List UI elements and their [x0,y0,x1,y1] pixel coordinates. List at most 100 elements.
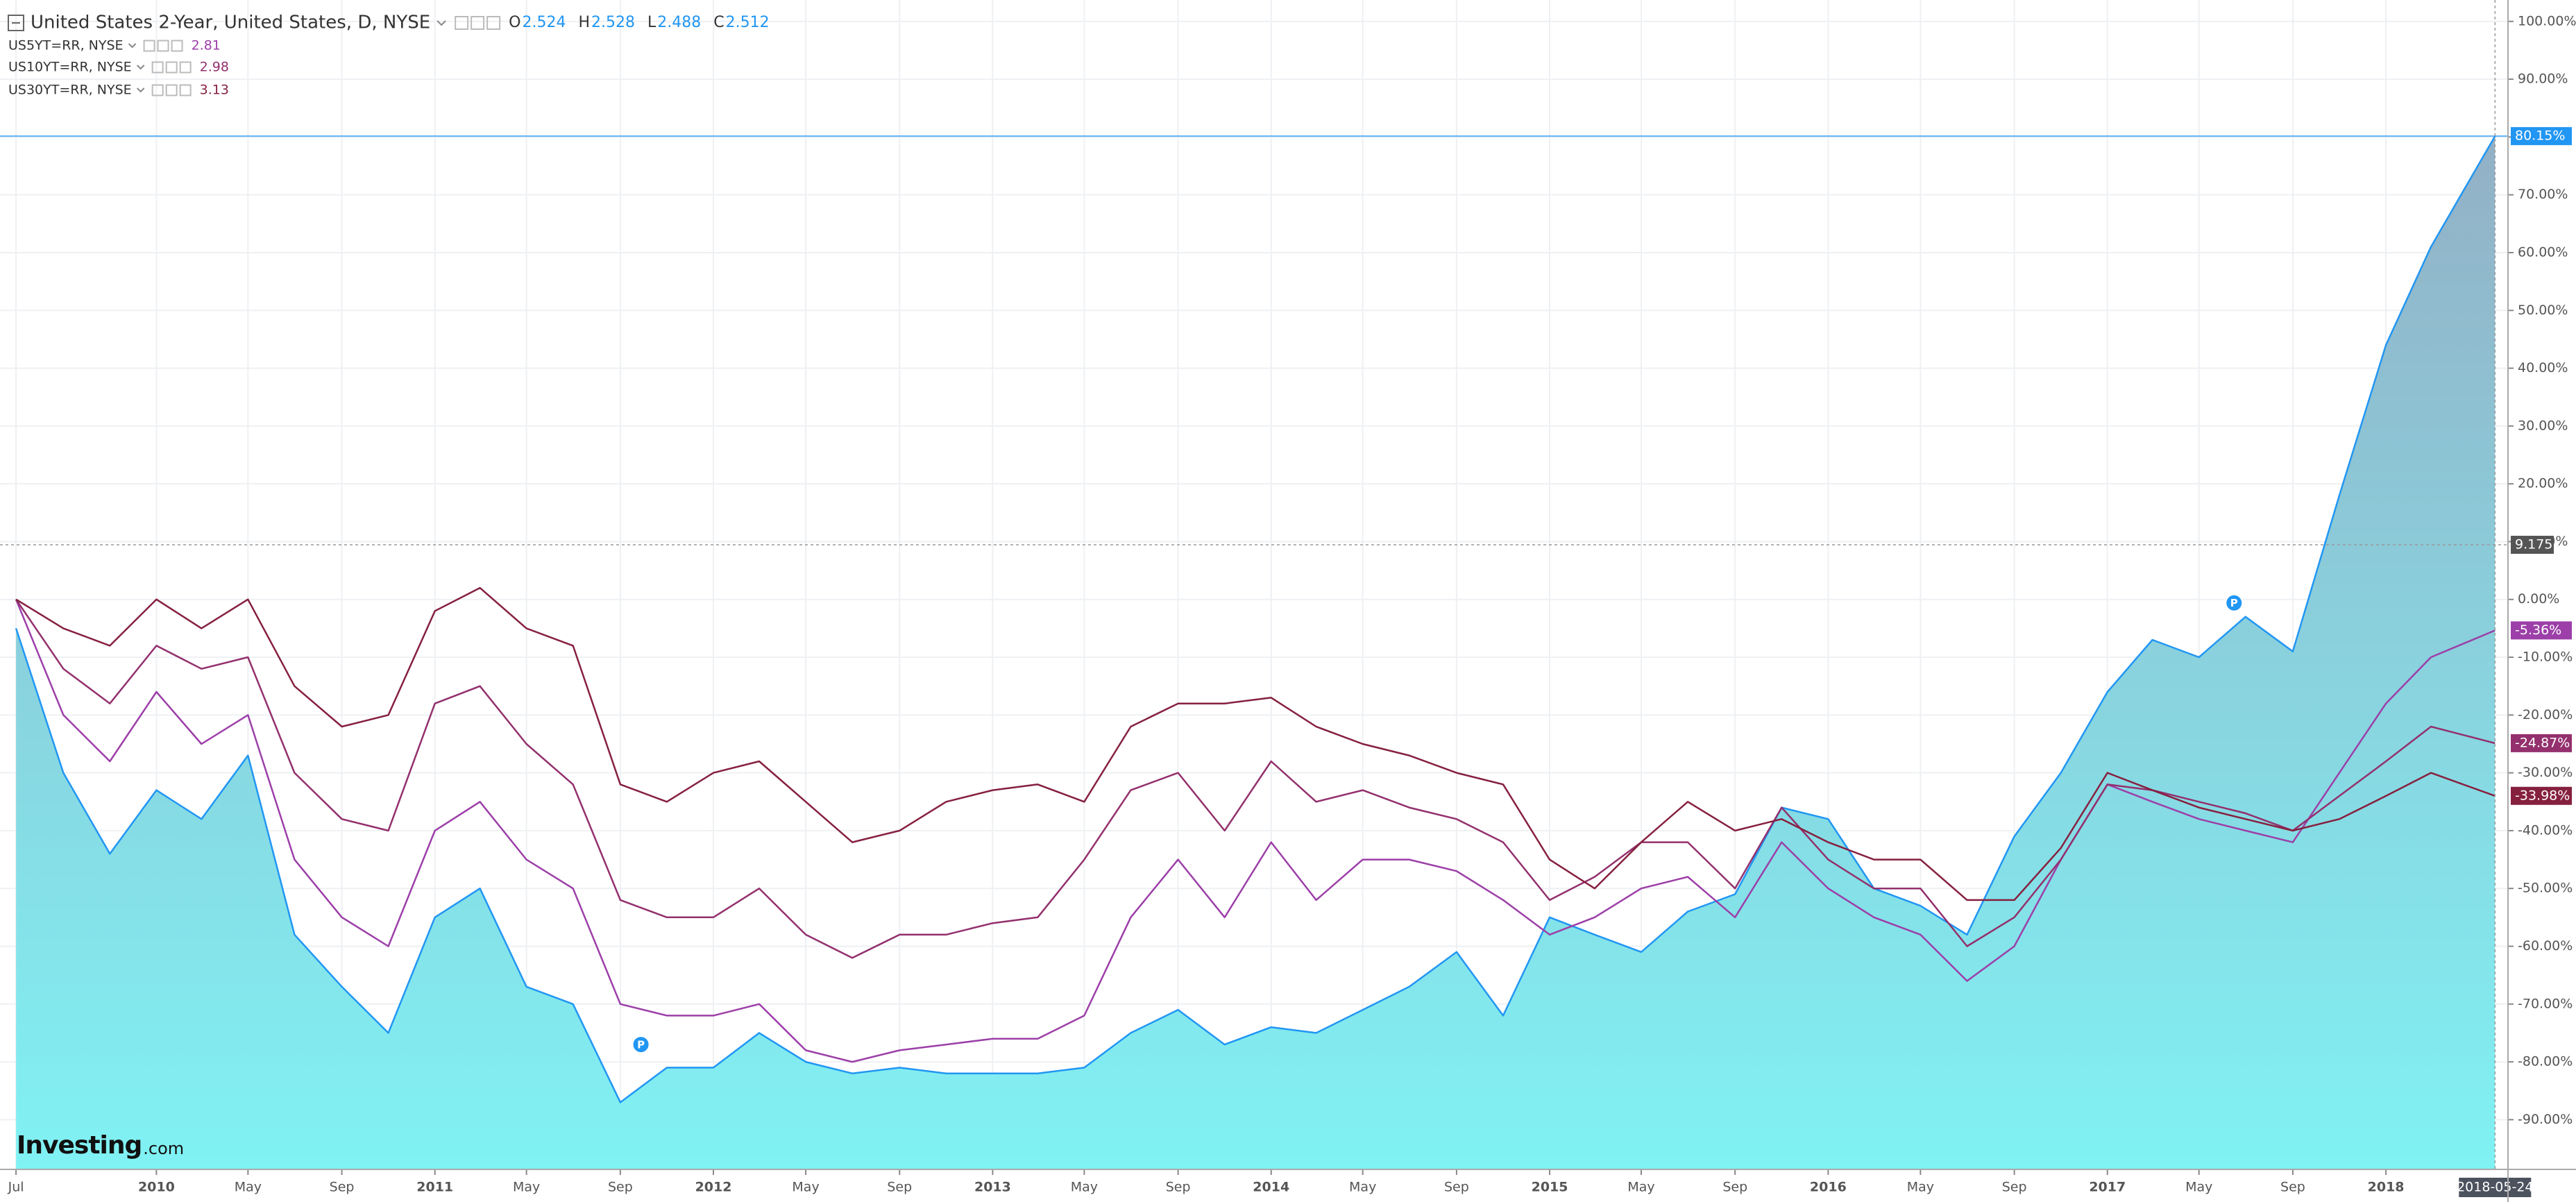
legend-icon [151,61,164,74]
legend-caret [437,20,446,26]
x-tick-label: Sep [1444,1180,1469,1195]
y-tick-label: -50.00% [2518,881,2573,896]
series-line [15,135,2496,1103]
x-tick-label: Sep [887,1180,912,1195]
last-value-tag-bg [2511,127,2572,146]
logo-main: Investing [17,1131,142,1160]
series-line [15,598,2496,959]
series-line [15,586,2496,902]
x-tick-label: Sep [2280,1180,2305,1195]
legend-quote: 2.98 [200,60,229,75]
legend-icon [486,16,501,30]
legend-name: US5YT=RR, NYSE [8,38,124,53]
marker-label: P [2230,597,2238,609]
legend-caret [128,43,137,49]
x-tick-label: May [2185,1180,2212,1195]
y-tick-label: 60.00% [2518,244,2568,260]
last-value-tag: -5.36% [2515,623,2561,638]
legend-name: US10YT=RR, NYSE [8,60,132,75]
legend-icon [171,40,183,52]
x-tick-label: 2018 [2368,1180,2405,1195]
ohlc-value: 2.512 [726,14,770,31]
legend-caret [136,87,145,93]
collapse-icon [8,15,24,31]
y-tick-label: 90.00% [2518,71,2568,87]
last-value-tag: 80.15% [2515,128,2565,144]
x-tick-label: 2010 [138,1180,175,1195]
legend-icon [165,61,178,74]
plot-area: PP [0,0,2508,1170]
y-tick-label: 70.00% [2518,187,2568,202]
crosshair-x-tag-bg [2459,1178,2532,1197]
x-tick-label: Sep [1166,1180,1191,1195]
marker [2225,593,2244,612]
x-tick-label: May [1907,1180,1934,1195]
legend-name: United States 2-Year, United States, D, … [31,12,430,33]
x-tick-label: 2015 [1532,1180,1568,1195]
ohlc-value: 2.524 [522,14,566,31]
y-tick-label: 40.00% [2518,360,2568,375]
y-tick-label: 50.00% [2518,303,2568,318]
ohlc-key: C [713,14,724,31]
x-tick-label: 2012 [695,1180,732,1195]
legend-icon [151,84,164,96]
legend-caret [136,65,145,70]
last-value-tag: -24.87% [2515,735,2570,750]
crosshair-x-tag: 2018-05-24 [2457,1180,2533,1195]
y-tick-label: -20.00% [2518,707,2573,722]
y-tick-label: 30.00% [2518,418,2568,433]
legend-icon [157,40,169,52]
last-value-tag: -33.98% [2515,788,2570,803]
crosshair-y-tag: 9.175 [2515,537,2552,552]
legend-quote: 3.13 [200,83,229,98]
x-tick-label: May [1349,1180,1376,1195]
legend-quote: 2.81 [192,38,221,53]
y-tick-label: 0.00% [2518,591,2559,607]
x-tick-label: May [792,1180,819,1195]
crosshair-y-tag-bg [2511,536,2554,554]
legend: United States 2-Year, United States, D, … [8,12,770,1160]
y-tick-label: -40.00% [2518,822,2573,838]
legend-name: US30YT=RR, NYSE [8,83,132,98]
logo-suffix: .com [143,1139,184,1158]
area [16,136,2496,1170]
ohlc-key: H [578,14,590,31]
x-tick-label: Sep [2002,1180,2027,1195]
y-tick-label: -70.00% [2518,996,2573,1011]
legend-icon [165,84,178,96]
y-tick-label: -10.00% [2518,650,2573,665]
x-tick-label: 2016 [1810,1180,1847,1195]
x-tick-label: Sep [330,1180,355,1195]
ohlc-key: O [509,14,520,31]
x-tick-label: May [1627,1180,1654,1195]
x-tick-label: 2017 [2089,1180,2126,1195]
legend-icon [143,40,155,52]
marker-label: P [637,1039,645,1051]
x-tick-label: 2011 [416,1180,453,1195]
legend-icon [179,84,192,96]
x-tick-label: Sep [608,1180,633,1195]
x-tick-label: Sep [1722,1180,1747,1195]
x-tick-label: May [1071,1180,1098,1195]
legend-icon [179,61,192,74]
ohlc-value: 2.528 [591,14,635,31]
last-value-tag-bg [2511,621,2572,640]
y-tick-label: 100.00% [2518,13,2576,28]
x-tick-label: May [235,1180,262,1195]
marker [632,1035,650,1054]
x-tick-label: May [513,1180,540,1195]
y-tick-label: -80.00% [2518,1054,2573,1069]
last-value-tag-bg [2511,786,2572,805]
x-tick-label: 2013 [974,1180,1011,1195]
x-tick-label: 2014 [1253,1180,1289,1195]
x-tick-label: Jul [8,1180,24,1195]
y-tick-label: -60.00% [2518,938,2573,954]
ohlc-value: 2.488 [657,14,701,31]
last-value-tag-bg [2511,734,2572,752]
y-tick-label: -30.00% [2518,765,2573,780]
legend-icon [471,16,485,30]
legend-icon [455,16,469,30]
y-tick-label: 20.00% [2518,476,2568,491]
